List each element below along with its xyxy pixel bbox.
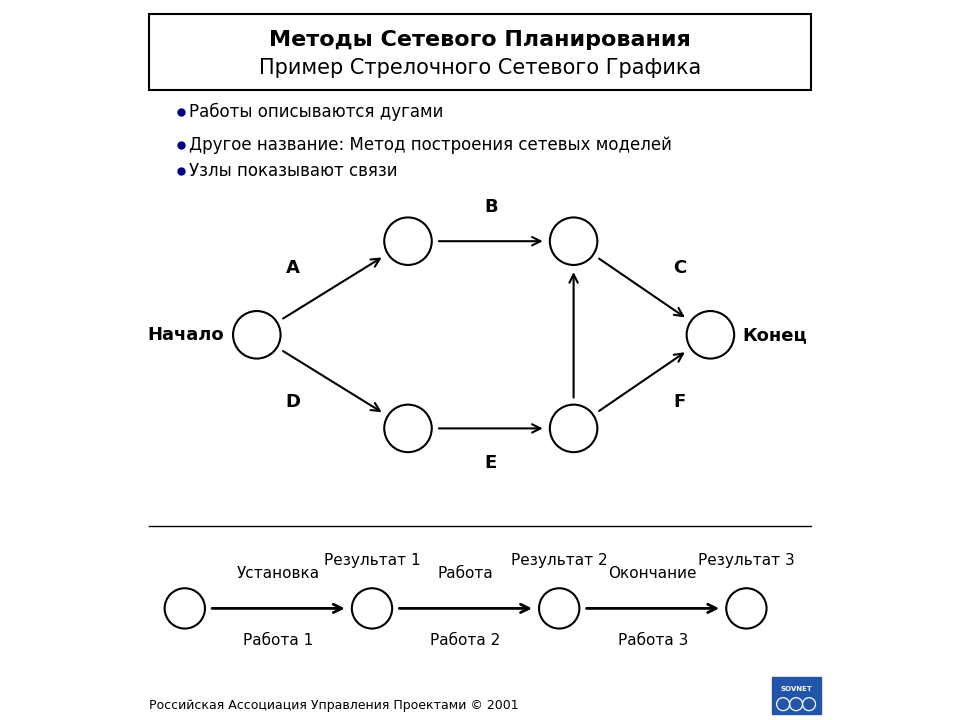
Circle shape: [540, 588, 580, 629]
Circle shape: [384, 405, 432, 452]
Circle shape: [726, 588, 766, 629]
Text: Начало: Начало: [148, 325, 225, 344]
FancyBboxPatch shape: [149, 14, 811, 90]
Text: Работы описываются дугами: Работы описываются дугами: [189, 102, 444, 121]
Text: Результат 3: Результат 3: [698, 553, 795, 567]
Text: Конец: Конец: [743, 325, 807, 344]
Circle shape: [384, 217, 432, 265]
Text: Работа: Работа: [438, 567, 493, 581]
Circle shape: [233, 311, 280, 359]
Circle shape: [352, 588, 392, 629]
Text: Результат 2: Результат 2: [511, 553, 608, 567]
Text: Узлы показывают связи: Узлы показывают связи: [189, 163, 397, 181]
Text: Методы Сетевого Планирования: Методы Сетевого Планирования: [269, 30, 691, 50]
Text: A: A: [286, 258, 300, 276]
Text: Окончание: Окончание: [609, 567, 697, 581]
Circle shape: [550, 405, 597, 452]
FancyBboxPatch shape: [772, 677, 821, 714]
Text: Другое название: Метод построения сетевых моделей: Другое название: Метод построения сетевы…: [189, 137, 672, 155]
Text: C: C: [673, 258, 686, 276]
Text: E: E: [485, 454, 497, 472]
Text: Установка: Установка: [237, 567, 320, 581]
Text: Работа 1: Работа 1: [243, 634, 314, 648]
Text: Работа 3: Работа 3: [617, 634, 688, 648]
Text: Работа 2: Работа 2: [430, 634, 501, 648]
Text: Результат 1: Результат 1: [324, 553, 420, 567]
Circle shape: [165, 588, 205, 629]
Text: B: B: [484, 197, 497, 216]
Text: Российская Ассоциация Управления Проектами © 2001: Российская Ассоциация Управления Проекта…: [149, 699, 518, 712]
Circle shape: [686, 311, 734, 359]
Circle shape: [550, 217, 597, 265]
Text: Пример Стрелочного Сетевого Графика: Пример Стрелочного Сетевого Графика: [259, 58, 701, 78]
Text: F: F: [673, 393, 685, 410]
Text: D: D: [285, 393, 300, 410]
Text: SOVNET: SOVNET: [780, 686, 812, 692]
